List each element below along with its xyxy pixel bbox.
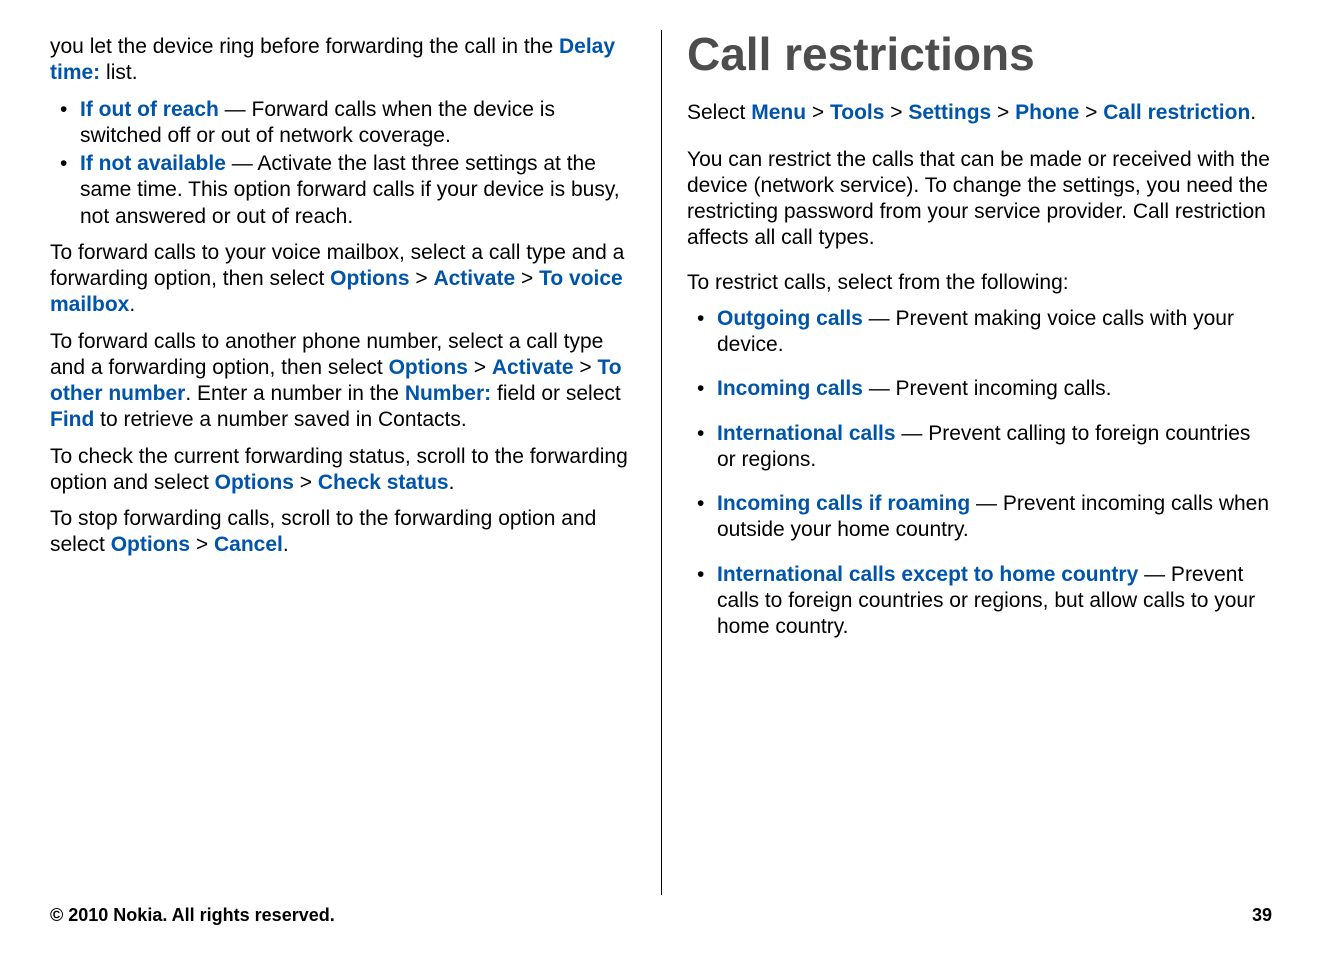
navigation-path: Select Menu > Tools > Settings > Phone >… — [687, 100, 1272, 126]
list-item: Incoming calls if roaming — Prevent inco… — [687, 491, 1272, 544]
list-item: Incoming calls — Prevent incoming calls. — [687, 376, 1272, 402]
option-label: Incoming calls — [717, 377, 863, 400]
separator: > — [1079, 101, 1103, 124]
separator: > — [806, 101, 830, 124]
text: . — [129, 293, 135, 316]
ui-term-activate: Activate — [433, 267, 515, 290]
option-text: — Prevent incoming calls. — [863, 377, 1112, 400]
copyright-text: © 2010 Nokia. All rights reserved. — [50, 905, 335, 926]
separator: > — [468, 356, 492, 379]
forwarding-options-list: If out of reach — Forward calls when the… — [50, 97, 636, 230]
list-item: If not available — Activate the last thr… — [50, 151, 636, 230]
page-number: 39 — [1252, 905, 1272, 926]
option-label: If out of reach — [80, 98, 219, 121]
ui-term-find: Find — [50, 408, 94, 431]
page-footer: © 2010 Nokia. All rights reserved. 39 — [50, 895, 1272, 954]
text: . — [449, 471, 455, 494]
ui-term-options: Options — [389, 356, 468, 379]
paragraph-voice-mailbox: To forward calls to your voice mailbox, … — [50, 240, 636, 319]
text: Select — [687, 101, 751, 124]
description-paragraph: You can restrict the calls that can be m… — [687, 147, 1272, 252]
option-label: If not available — [80, 152, 226, 175]
option-label: International calls — [717, 422, 896, 445]
text: to retrieve a number saved in Contacts. — [94, 408, 466, 431]
ui-term-options: Options — [111, 533, 190, 556]
text: field or select — [491, 382, 621, 405]
ui-term-activate: Activate — [492, 356, 574, 379]
separator: > — [884, 101, 908, 124]
separator: > — [574, 356, 598, 379]
text: . — [1250, 101, 1256, 124]
text: . Enter a number in the — [185, 382, 404, 405]
list-item: If out of reach — Forward calls when the… — [50, 97, 636, 150]
separator: > — [991, 101, 1015, 124]
list-intro: To restrict calls, select from the follo… — [687, 270, 1272, 296]
option-label: Incoming calls if roaming — [717, 492, 970, 515]
nav-item-settings: Settings — [908, 101, 991, 124]
option-label: Outgoing calls — [717, 307, 863, 330]
text: . — [283, 533, 289, 556]
right-column: Call restrictions Select Menu > Tools > … — [661, 30, 1272, 895]
ui-term-cancel: Cancel — [214, 533, 283, 556]
text: list. — [100, 61, 137, 84]
separator: > — [515, 267, 539, 290]
list-item: International calls except to home count… — [687, 562, 1272, 641]
restriction-options-list: Outgoing calls — Prevent making voice ca… — [687, 306, 1272, 641]
ui-term-check-status: Check status — [318, 471, 449, 494]
nav-item-menu: Menu — [751, 101, 806, 124]
manual-page: you let the device ring before forwardin… — [0, 0, 1322, 954]
section-heading: Call restrictions — [687, 30, 1272, 78]
list-item: Outgoing calls — Prevent making voice ca… — [687, 306, 1272, 359]
nav-item-call-restriction: Call restriction — [1103, 101, 1250, 124]
option-label: International calls except to home count… — [717, 563, 1138, 586]
paragraph-cancel: To stop forwarding calls, scroll to the … — [50, 506, 636, 559]
list-item: International calls — Prevent calling to… — [687, 421, 1272, 474]
ui-term-options: Options — [215, 471, 294, 494]
nav-item-phone: Phone — [1015, 101, 1079, 124]
nav-item-tools: Tools — [830, 101, 884, 124]
ui-term-number: Number: — [405, 382, 491, 405]
paragraph-check-status: To check the current forwarding status, … — [50, 444, 636, 497]
continuation-paragraph: you let the device ring before forwardin… — [50, 34, 636, 87]
separator: > — [294, 471, 318, 494]
text: you let the device ring before forwardin… — [50, 35, 559, 58]
separator: > — [190, 533, 214, 556]
left-column: you let the device ring before forwardin… — [50, 30, 661, 895]
two-column-layout: you let the device ring before forwardin… — [50, 30, 1272, 895]
separator: > — [410, 267, 434, 290]
ui-term-options: Options — [330, 267, 409, 290]
paragraph-other-number: To forward calls to another phone number… — [50, 329, 636, 434]
